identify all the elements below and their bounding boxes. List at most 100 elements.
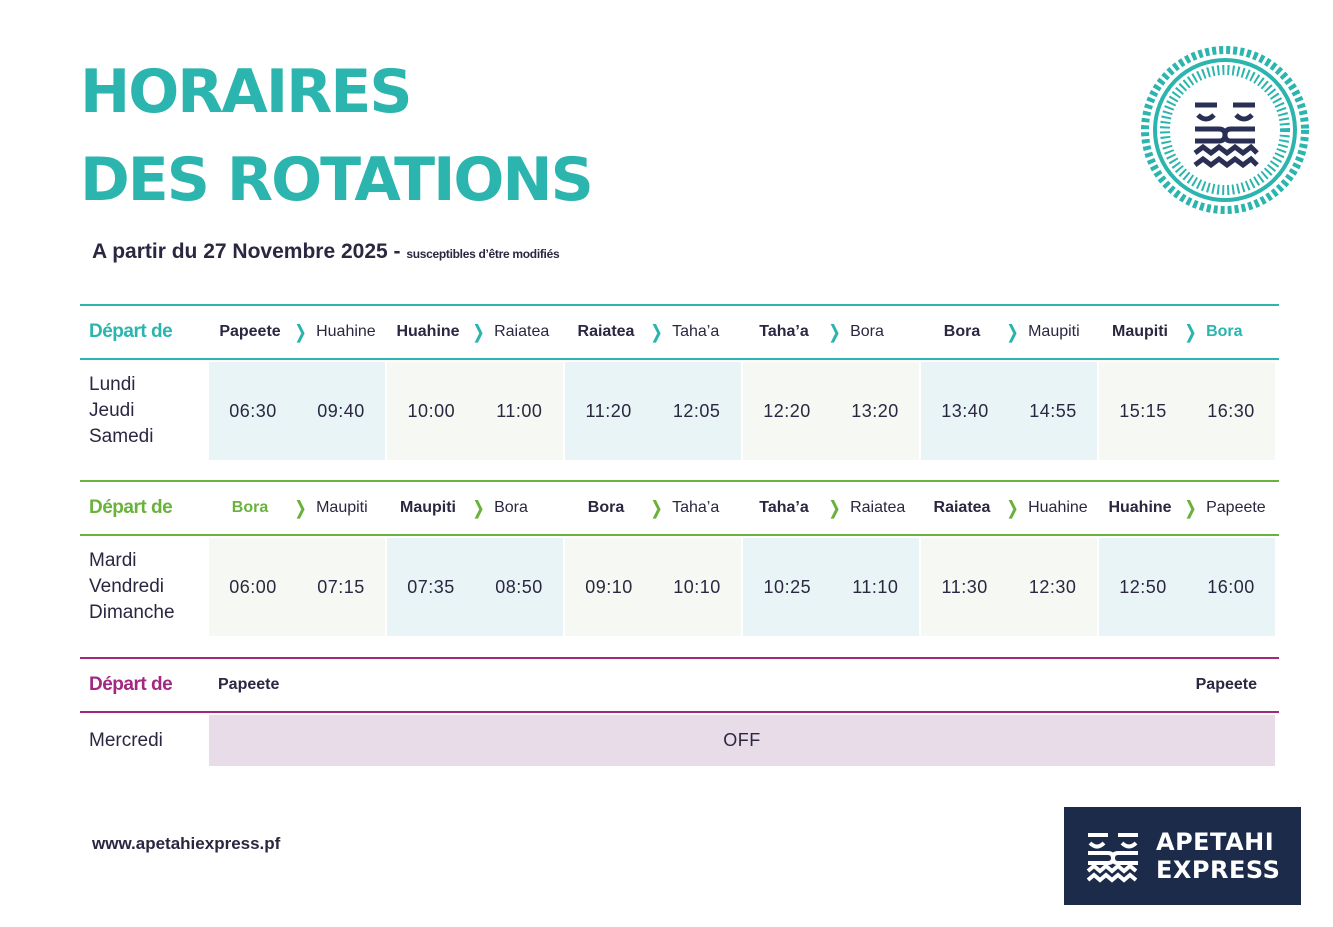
leg-header: Bora ❭ Maupiti [921,322,1099,343]
depart-label: Départ de [89,321,173,342]
leg-destination: Bora [1206,323,1243,340]
leg-destination: Bora [850,323,884,340]
day: Samedi [89,426,154,447]
arrival-time: 16:00 [1207,576,1255,597]
departure-time: 09:10 [585,576,633,597]
departure-time: 11:30 [941,576,988,597]
time-cell: 07:35 08:50 [387,538,563,636]
days-cell: Mardi Vendredi Dimanche [80,538,209,636]
off-status: OFF [209,715,1275,766]
depart-label: Départ de [89,497,173,518]
departure-time: 06:30 [229,400,277,421]
leg-destination: Papeete [1206,499,1266,516]
arrival-time: 12:30 [1028,576,1077,597]
chevron-right-icon: ❭ [1005,497,1021,518]
chevron-right-icon: ❭ [293,497,309,518]
title-line-2: DES ROTATIONS [80,145,594,215]
table-header: Départ de Papeete Papeete [80,657,1279,713]
table-row: Lundi Jeudi Samedi 06:30 09:40 10:00 11:00 1… [80,362,1279,460]
leg-origin: Bora [587,499,625,516]
arrival-time: 07:15 [317,576,365,597]
departure-time: 12:20 [763,400,811,421]
leg-header: Maupiti ❭ Bora [1099,322,1277,343]
schedule-table-mardi: Départ de Bora ❭ Maupiti Maupiti ❭ Bora Bora… [80,480,1279,636]
day: Vendredi [89,576,165,597]
departure-time: 06:00 [229,576,277,597]
time-cell: 10:00 11:00 [387,362,563,460]
departure-time: 13:40 [941,400,989,421]
leg-header: Taha’a ❭ Bora [743,322,921,343]
chevron-right-icon: ❭ [827,497,843,518]
chevron-right-icon: ❭ [649,321,665,342]
leg-origin: Bora [943,323,981,340]
leg-origin: Taha’a [759,499,809,516]
leg-header: Bora ❭ Taha’a [565,498,743,519]
arrival-time: 16:30 [1207,400,1255,421]
departure-time: 10:00 [407,400,456,421]
day: Dimanche [89,602,175,623]
tiki-seal-logo [1141,46,1309,214]
chevron-right-icon: ❭ [471,321,487,342]
title-line-1: HORAIRES [80,57,413,127]
tiki-icon [1086,833,1138,883]
time-cell: 11:30 12:30 [921,538,1097,636]
leg-destination: Raiatea [494,323,550,340]
table-row: Mardi Vendredi Dimanche 06:00 07:15 07:35 08… [80,538,1279,636]
departure-time: 11:20 [585,400,632,421]
depart-label: Départ de [89,674,173,695]
leg-header: Raiatea ❭ Huahine [921,498,1099,519]
leg-destination: Taha’a [672,499,720,516]
leg-origin: Huahine [396,323,460,340]
leg-destination: Maupiti [316,499,368,516]
time-cell: 10:25 11:10 [743,538,919,636]
leg-origin: Raiatea [933,499,991,516]
leg-header: Taha’a ❭ Raiatea [743,498,921,519]
leg-origin: Raiatea [577,323,635,340]
time-cell: 15:15 16:30 [1099,362,1275,460]
website-link[interactable]: www.apetahiexpress.pf [92,834,281,853]
arrival-time: 11:00 [496,400,543,421]
table-header: Départ de Papeete ❭ Huahine Huahine ❭ Raiate… [80,304,1279,360]
departure-time: 07:35 [407,576,455,597]
days-cell: Lundi Jeudi Samedi [80,362,209,460]
brand-name-line-1: APETAHI [1156,828,1275,856]
leg-destination: Maupiti [1028,323,1080,340]
table-row: Mercredi OFF [80,715,1279,766]
chevron-right-icon: ❭ [649,497,665,518]
leg-header: Raiatea ❭ Taha’a [565,322,743,343]
leg-destination: Taha’a [672,323,720,340]
subtitle: A partir du 27 Novembre 2025 - susceptib… [92,240,560,264]
table-header: Départ de Bora ❭ Maupiti Maupiti ❭ Bora Bora… [80,480,1279,536]
schedule-table-mercredi: Départ de Papeete Papeete Mercredi OFF [80,657,1279,766]
leg-header: Huahine ❭ Raiatea [387,322,565,343]
chevron-right-icon: ❭ [293,321,309,342]
chevron-right-icon: ❭ [827,321,843,342]
arrival-time: 13:20 [851,400,899,421]
leg-header: Huahine ❭ Papeete [1099,498,1277,519]
time-cell: 06:30 09:40 [209,362,385,460]
subtitle-note: susceptibles d’être modifiés [406,247,560,261]
schedule-table-lundi: Départ de Papeete ❭ Huahine Huahine ❭ Raiate… [80,304,1279,460]
leg-header: Maupiti ❭ Bora [387,498,565,519]
leg-origin: Huahine [1108,499,1172,516]
destination: Papeete [1195,676,1257,693]
leg-destination: Bora [494,499,528,516]
time-cell: 12:20 13:20 [743,362,919,460]
departure-time: 10:25 [763,576,812,597]
arrival-time: 10:10 [673,576,721,597]
leg-destination: Raiatea [850,499,906,516]
leg-origin: Maupiti [400,499,456,516]
arrival-time: 09:40 [317,400,365,421]
arrival-time: 14:55 [1029,400,1077,421]
validity-date: A partir du 27 Novembre 2025 - [92,240,407,263]
chevron-right-icon: ❭ [1183,497,1199,518]
leg-origin: Papeete [219,323,281,340]
leg-destination: Huahine [1028,499,1088,516]
leg-header: Papeete ❭ Huahine [209,322,387,343]
day: Mercredi [89,729,163,751]
arrival-time: 12:05 [672,400,721,421]
day: Jeudi [89,400,135,421]
departure-time: 12:50 [1119,576,1167,597]
origin: Papeete [218,676,280,693]
time-cell: 06:00 07:15 [209,538,385,636]
